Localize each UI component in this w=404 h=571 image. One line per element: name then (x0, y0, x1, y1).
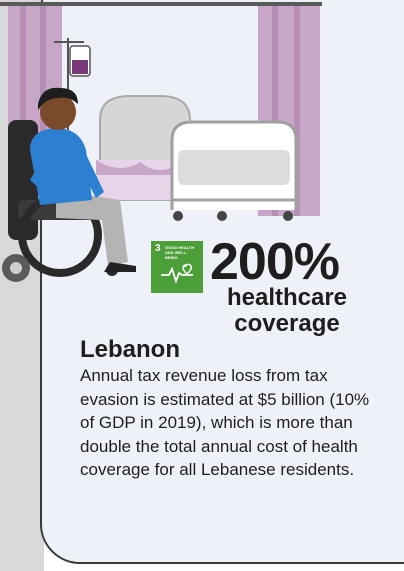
hospital-illustration (0, 2, 322, 282)
country-name: Lebanon (80, 336, 180, 363)
curtain-rail (0, 2, 322, 6)
front-bed (170, 120, 298, 210)
headline-line2: coverage (234, 310, 340, 337)
description-text: Annual tax revenue loss from tax evasion… (80, 366, 370, 479)
sdg-number: 3 (155, 243, 161, 254)
sdg3-badge: 3 GOOD HEALTH AND WELL-BEING (151, 241, 203, 293)
heartbeat-icon (161, 263, 193, 284)
patient (30, 87, 136, 272)
sdg-goal-text: GOOD HEALTH AND WELL-BEING (165, 245, 195, 260)
headline-line1: healthcare (226, 284, 348, 311)
headline-percent: 200% (210, 233, 340, 291)
card-background (40, 0, 404, 564)
headline-subtitle: healthcare coverage (212, 285, 362, 337)
